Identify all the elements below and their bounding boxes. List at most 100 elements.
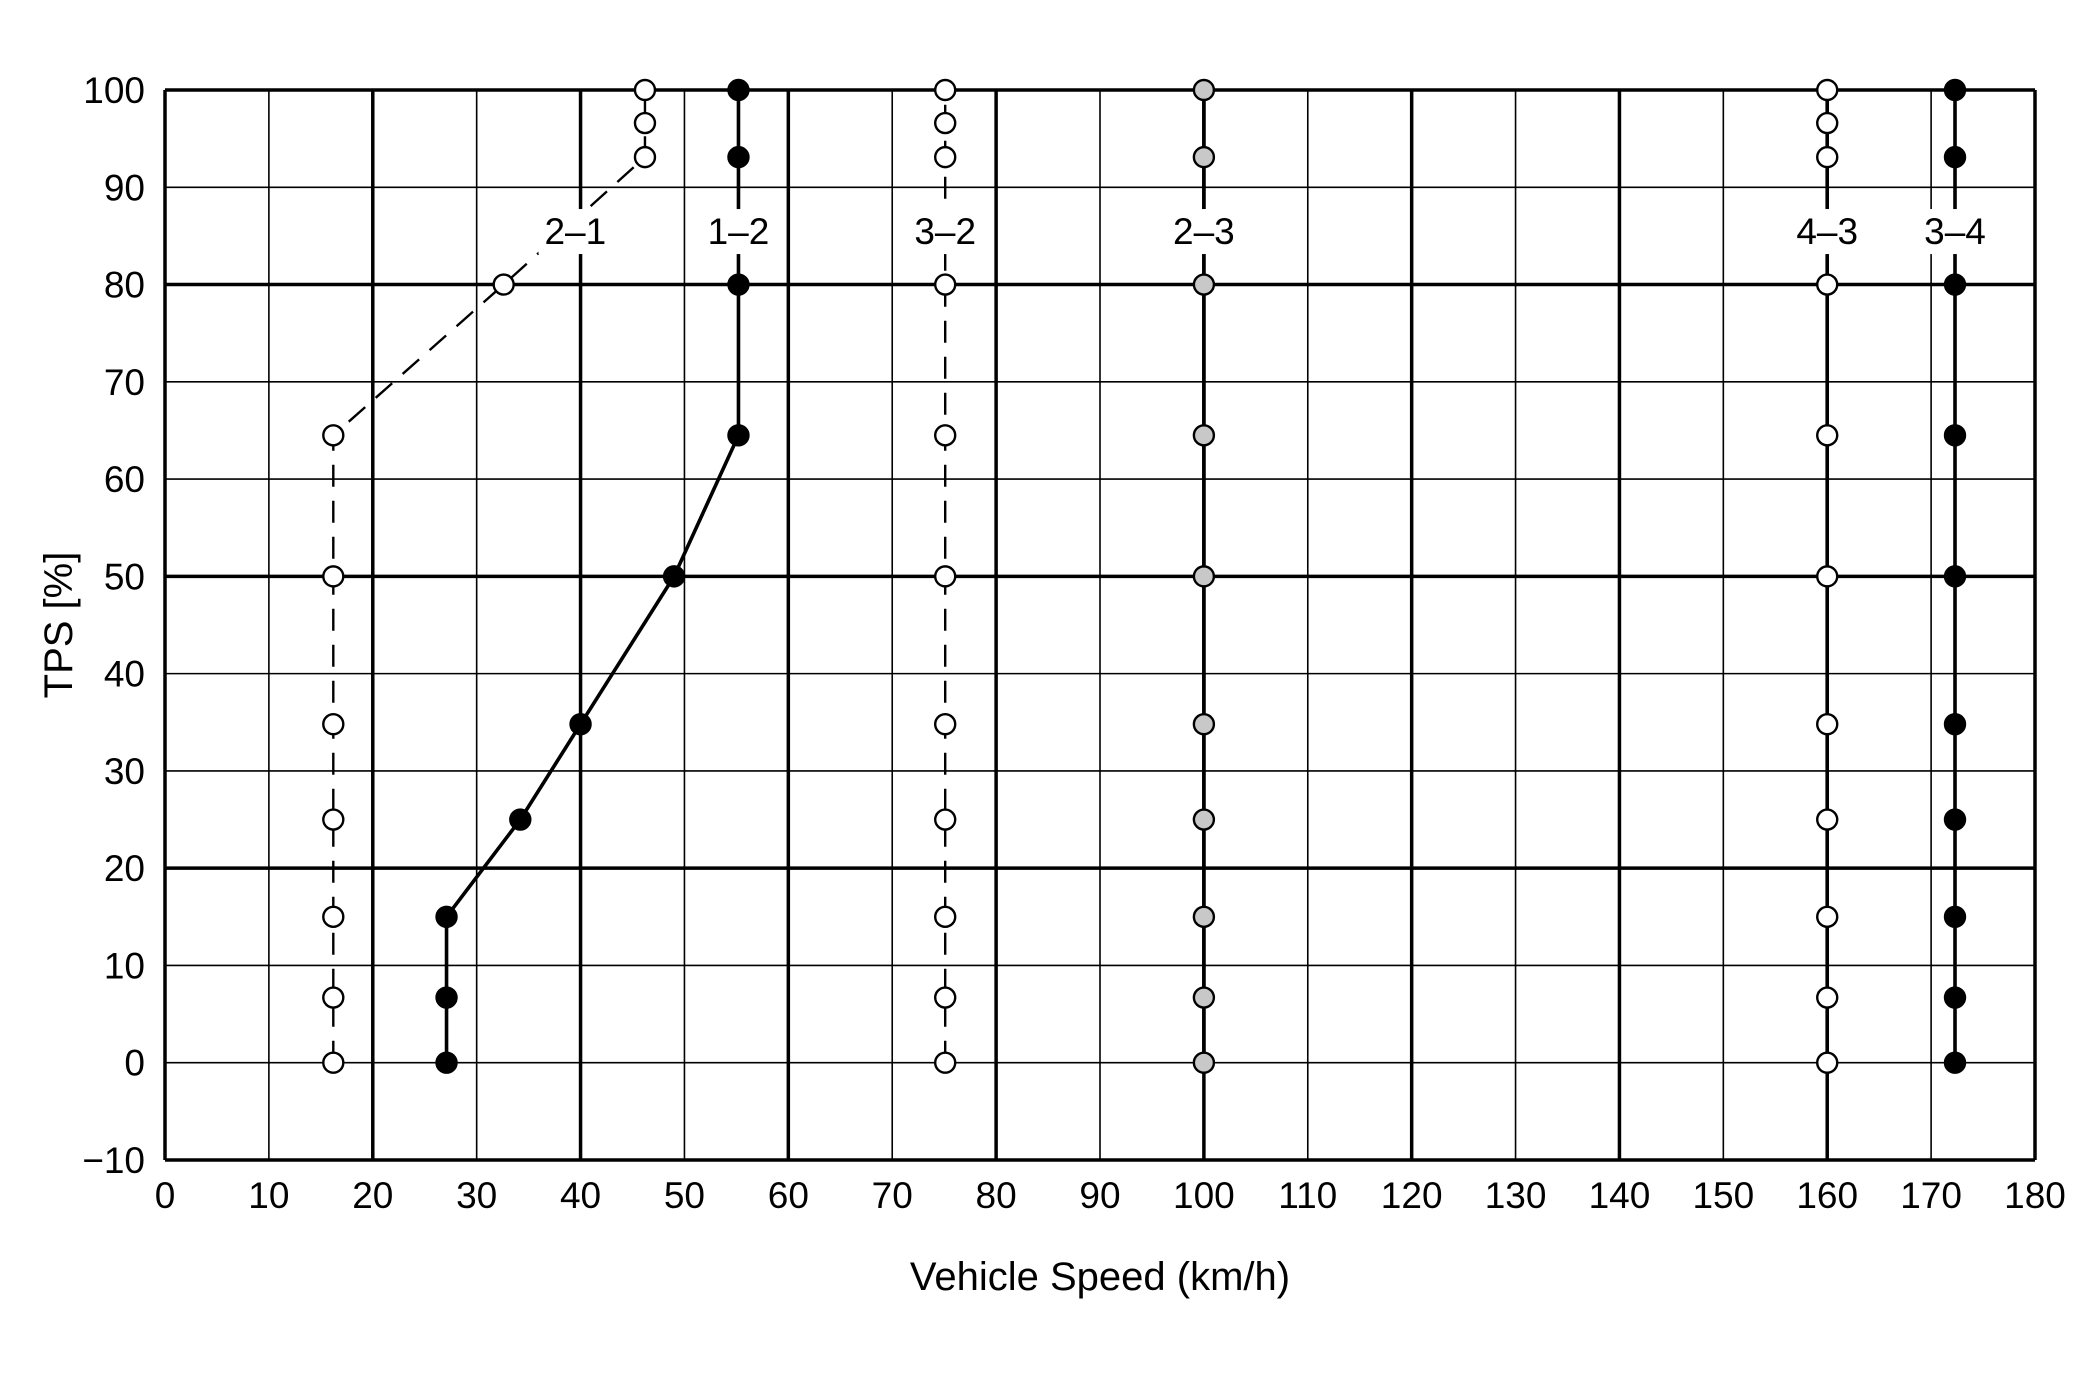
data-point bbox=[934, 1051, 957, 1074]
y-tick-label: 40 bbox=[104, 654, 145, 695]
data-point bbox=[322, 905, 345, 929]
data-point bbox=[1192, 905, 1216, 929]
x-tick-label: 130 bbox=[1485, 1175, 1547, 1216]
y-tick-label: −10 bbox=[82, 1140, 145, 1181]
data-point bbox=[322, 565, 345, 588]
data-point bbox=[934, 111, 957, 135]
data-point bbox=[633, 111, 657, 135]
y-tick-label: 20 bbox=[104, 848, 145, 889]
data-point bbox=[322, 808, 345, 831]
data-point bbox=[1816, 808, 1839, 831]
x-tick-label: 60 bbox=[768, 1175, 809, 1216]
y-tick-label: 90 bbox=[104, 167, 145, 208]
x-tick-labels: 0 10 20 30 40 50 60 70 80 90 100 110 120 130 140 150 160… bbox=[155, 1175, 2066, 1216]
x-tick-label: 40 bbox=[560, 1175, 601, 1216]
data-point bbox=[1816, 905, 1839, 929]
data-point bbox=[727, 145, 750, 169]
data-point bbox=[1816, 273, 1839, 296]
data-point bbox=[509, 808, 532, 831]
data-point bbox=[322, 1051, 345, 1074]
y-tick-labels: −10 0 10 20 30 40 50 60 70 80 90 100 bbox=[82, 70, 145, 1181]
data-point bbox=[1816, 565, 1839, 588]
data-point bbox=[1816, 111, 1839, 135]
data-point bbox=[1816, 78, 1839, 102]
data-point bbox=[1192, 565, 1216, 588]
data-point bbox=[1192, 986, 1216, 1009]
y-tick-label: 30 bbox=[104, 751, 145, 792]
data-point bbox=[633, 145, 657, 169]
curve-label: 2–3 bbox=[1173, 211, 1235, 252]
curve-label: 2–1 bbox=[544, 211, 606, 252]
data-point bbox=[322, 713, 345, 736]
data-point bbox=[934, 273, 957, 296]
curve-label: 4–3 bbox=[1796, 211, 1858, 252]
curve-label-background bbox=[1167, 209, 1241, 255]
data-point bbox=[435, 1051, 458, 1074]
x-tick-label: 20 bbox=[352, 1175, 393, 1216]
x-tick-label: 90 bbox=[1079, 1175, 1120, 1216]
x-tick-label: 160 bbox=[1796, 1175, 1858, 1216]
data-point bbox=[1816, 1051, 1839, 1074]
data-point bbox=[727, 273, 750, 296]
x-tick-label: 150 bbox=[1692, 1175, 1754, 1216]
data-point bbox=[435, 986, 458, 1009]
x-tick-label: 110 bbox=[1278, 1175, 1337, 1216]
grid bbox=[163, 88, 2037, 1162]
data-point bbox=[934, 145, 957, 169]
data-point bbox=[1816, 145, 1839, 169]
data-point bbox=[1192, 78, 1216, 102]
x-axis-title: Vehicle Speed (km/h) bbox=[910, 1255, 1290, 1299]
data-point bbox=[934, 565, 957, 588]
data-point bbox=[934, 986, 957, 1009]
data-point bbox=[1943, 986, 1967, 1009]
data-point bbox=[1943, 808, 1967, 831]
y-tick-label: 100 bbox=[83, 70, 145, 111]
curve-label-background bbox=[701, 209, 776, 255]
y-tick-label: 10 bbox=[104, 945, 145, 986]
data-point bbox=[569, 713, 592, 736]
x-tick-label: 170 bbox=[1900, 1175, 1962, 1216]
series-markers bbox=[322, 78, 1967, 1074]
y-tick-label: 80 bbox=[104, 265, 145, 306]
data-point bbox=[1943, 424, 1967, 447]
x-tick-label: 100 bbox=[1173, 1175, 1235, 1216]
curve-labels: 2–1 1–2 3–2 2–3 4–3 3–4 bbox=[538, 209, 1992, 255]
data-point bbox=[633, 78, 657, 102]
data-point bbox=[1816, 713, 1839, 736]
x-tick-label: 30 bbox=[456, 1175, 497, 1216]
x-tick-label: 70 bbox=[872, 1175, 913, 1216]
x-tick-label: 140 bbox=[1589, 1175, 1651, 1216]
data-point bbox=[934, 808, 957, 831]
curve-label-background bbox=[1918, 209, 1992, 255]
data-point bbox=[1192, 1051, 1216, 1074]
data-point bbox=[1816, 986, 1839, 1009]
data-point bbox=[1943, 713, 1967, 736]
curve-label-background bbox=[538, 209, 613, 255]
data-point bbox=[1192, 273, 1216, 296]
data-point bbox=[1943, 565, 1967, 588]
data-point bbox=[1192, 808, 1216, 831]
data-point bbox=[934, 713, 957, 736]
curve-label: 3–4 bbox=[1924, 211, 1986, 252]
data-point bbox=[934, 78, 957, 102]
curve-label-background bbox=[1790, 209, 1865, 255]
y-tick-label: 0 bbox=[124, 1043, 145, 1084]
y-tick-label: 60 bbox=[104, 459, 145, 500]
y-tick-label: 70 bbox=[104, 362, 145, 403]
data-point bbox=[1943, 145, 1967, 169]
data-point bbox=[1943, 273, 1967, 296]
data-point bbox=[1943, 78, 1967, 102]
data-point bbox=[492, 273, 515, 296]
y-axis-title: TPS [%] bbox=[37, 552, 81, 699]
curve-label-background bbox=[908, 209, 983, 255]
data-point bbox=[322, 986, 345, 1009]
data-point bbox=[662, 565, 686, 588]
x-tick-label: 10 bbox=[248, 1175, 289, 1216]
data-point bbox=[934, 424, 957, 447]
curve-label: 3–2 bbox=[914, 211, 976, 252]
data-point bbox=[1943, 1051, 1967, 1074]
data-point bbox=[727, 424, 750, 447]
x-tick-label: 180 bbox=[2004, 1175, 2066, 1216]
data-point bbox=[1943, 905, 1967, 929]
